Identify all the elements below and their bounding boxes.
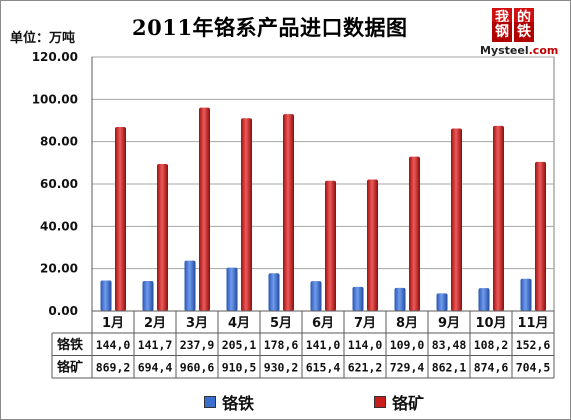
bar-chrome-ore	[535, 161, 546, 311]
x-tick-label: 3月	[186, 316, 208, 331]
bar-ferrochrome	[520, 278, 532, 311]
data-table-cell: 141,7	[138, 338, 173, 352]
bar-chrome-ore	[115, 127, 126, 311]
data-table-cell: 205,1	[222, 338, 257, 352]
x-tick-label: 4月	[228, 316, 250, 331]
x-tick-label: 6月	[312, 316, 334, 331]
data-table-cell: 729,4	[390, 361, 425, 375]
y-tick-label: 120.00	[32, 50, 78, 64]
legend-item-chrome-ore: 铬矿	[374, 390, 424, 414]
bar-chrome-ore	[325, 180, 336, 311]
bar-ferrochrome	[436, 293, 448, 311]
x-tick-label: 5月	[270, 316, 292, 331]
bar-ferrochrome	[142, 281, 154, 311]
data-table-cell: 114,0	[348, 338, 383, 352]
y-tick-label: 80.00	[40, 135, 78, 149]
bar-ferrochrome	[226, 267, 238, 311]
bar-chrome-ore	[157, 164, 168, 311]
data-table-cell: 874,6	[474, 361, 509, 375]
data-table-cell: 869,2	[96, 361, 131, 375]
data-table-cell: 144,0	[96, 338, 131, 352]
data-table-cell: 178,6	[264, 338, 299, 352]
bar-ferrochrome	[310, 281, 322, 311]
legend: 铬铁 铬矿	[0, 388, 571, 414]
data-table-cell: 152,6	[516, 338, 551, 352]
logo-glyph-4: 铁	[514, 22, 534, 42]
bar-chrome-ore	[451, 128, 462, 311]
data-table-cell: 621,2	[348, 361, 383, 375]
legend-label-ferrochrome: 铬铁	[222, 394, 255, 413]
y-tick-label: 60.00	[40, 177, 78, 191]
data-table-cell: 960,6	[180, 361, 215, 375]
bar-chrome-ore	[367, 179, 378, 311]
unit-label: 单位：万吨	[10, 31, 76, 46]
bar-chrome-ore	[493, 125, 504, 311]
legend-swatch-ferrochrome	[204, 396, 216, 408]
x-tick-label: 10月	[475, 316, 506, 331]
bar-chrome-ore	[283, 114, 294, 311]
x-tick-label: 1月	[102, 316, 124, 331]
data-table-cell: 108,2	[474, 338, 509, 352]
y-tick-label: 20.00	[40, 262, 78, 276]
data-table-cell: 910,5	[222, 361, 257, 375]
table-row-label: 铬铁	[57, 337, 83, 353]
bar-ferrochrome	[268, 273, 280, 311]
data-table-cell: 694,4	[138, 361, 173, 375]
legend-label-chrome-ore: 铬矿	[392, 394, 425, 413]
bar-ferrochrome	[394, 287, 406, 311]
bar-ferrochrome	[100, 280, 112, 311]
bar-ferrochrome	[184, 260, 196, 311]
x-tick-label: 8月	[396, 316, 418, 331]
x-tick-label: 2月	[144, 316, 166, 331]
bar-chrome-ore	[241, 118, 252, 311]
y-tick-label: 40.00	[40, 219, 78, 233]
logo-word-main: Mysteel	[480, 44, 529, 57]
data-table-cell: 615,4	[306, 361, 341, 375]
legend-item-ferrochrome: 铬铁	[204, 390, 254, 414]
data-table-cell: 141,0	[306, 338, 341, 352]
y-tick-label: 100.00	[32, 92, 78, 106]
bar-chrome-ore	[409, 156, 420, 311]
x-tick-label: 11月	[517, 316, 548, 331]
logo-wordmark: Mysteel.com	[480, 44, 558, 57]
x-tick-label: 9月	[438, 316, 460, 331]
data-table-cell: 862,1	[432, 361, 467, 375]
data-table-cell: 930,2	[264, 361, 299, 375]
chart-title: 2011年铬系产品进口数据图	[132, 15, 408, 40]
bar-ferrochrome	[478, 288, 490, 311]
data-table-cell: 83,48	[432, 338, 467, 352]
data-table-cell: 237,9	[180, 338, 215, 352]
bar-ferrochrome	[352, 286, 364, 311]
x-tick-label: 7月	[354, 316, 376, 331]
logo-word-suffix: .com	[528, 44, 559, 57]
legend-swatch-chrome-ore	[374, 396, 386, 408]
y-tick-label: 0.00	[48, 304, 78, 318]
bar-chrome-ore	[199, 107, 210, 311]
mysteel-logo: 我 的 钢 铁 Mysteel.com	[480, 8, 560, 58]
data-table-cell: 704,5	[516, 361, 551, 375]
table-row-label: 铬矿	[57, 360, 83, 376]
logo-glyph-3: 钢	[492, 22, 512, 42]
data-table-cell: 109,0	[390, 338, 425, 352]
